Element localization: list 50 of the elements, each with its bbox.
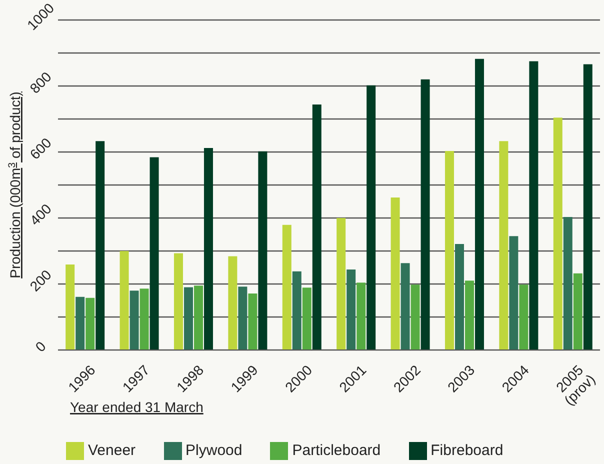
bar [464,280,474,350]
bar [366,85,376,350]
bar [410,284,420,350]
y-tick-label: 200 [26,266,55,294]
bar [292,271,302,350]
bar [120,250,129,350]
bar [302,288,312,350]
y-tick-label: 0 [32,338,50,355]
bar [583,64,592,350]
y-tick-label: 800 [26,68,55,96]
x-axis-title: Year ended 31 March [70,399,204,415]
bar [194,286,203,350]
bar [174,253,183,350]
bar [312,104,322,350]
bar [184,287,193,350]
bar [529,61,538,350]
bar [258,151,268,350]
bar [150,157,159,350]
legend-label: Plywood [186,442,242,459]
bar [509,236,518,350]
legend-label: Particleboard [292,442,381,459]
bar [474,58,484,350]
bar [336,218,346,350]
bar [499,141,508,350]
bar [238,286,248,350]
bar [519,284,528,350]
bar [282,224,292,350]
bar [420,79,430,350]
bar [96,141,105,350]
bar [454,244,464,350]
bar [140,288,149,350]
bar [400,263,410,350]
bar [204,148,213,350]
legend-label: Veneer [88,442,136,459]
bar [346,269,356,350]
bar [390,198,400,350]
legend-label: Fibreboard [430,442,504,459]
bar [444,151,454,350]
bar [76,296,85,350]
bar [66,264,75,350]
bar [573,273,582,350]
bar [130,290,139,350]
bar [248,294,258,350]
y-tick-label: 600 [26,134,55,162]
bar [228,256,238,350]
bar [86,298,95,350]
bar [553,118,562,350]
y-tick-label: 400 [26,200,55,228]
bar [356,282,366,350]
bar [563,216,572,350]
